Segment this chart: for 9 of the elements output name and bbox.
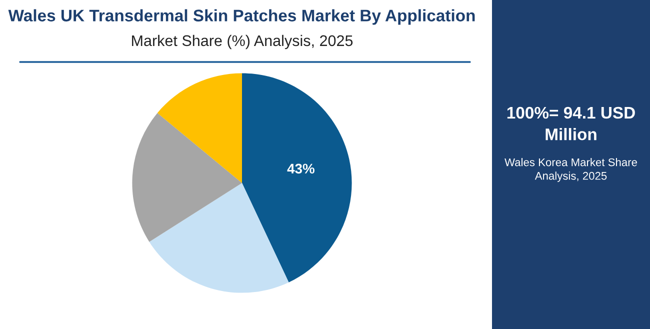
chart-title: Wales UK Transdermal Skin Patches Market By Application <box>8 9 475 25</box>
data-label: 43% <box>287 164 314 174</box>
chart-subtitle: Market Share (%) Analysis, 2025 <box>132 34 353 50</box>
pie-slice <box>157 73 242 183</box>
pie-slice <box>242 73 352 282</box>
pie-slice <box>149 183 289 293</box>
text: 100%= 94.1 USD Million <box>507 106 635 140</box>
pie-slice <box>132 113 242 242</box>
text: Wales Korea Market Share Analysis, 2025 <box>504 158 637 182</box>
